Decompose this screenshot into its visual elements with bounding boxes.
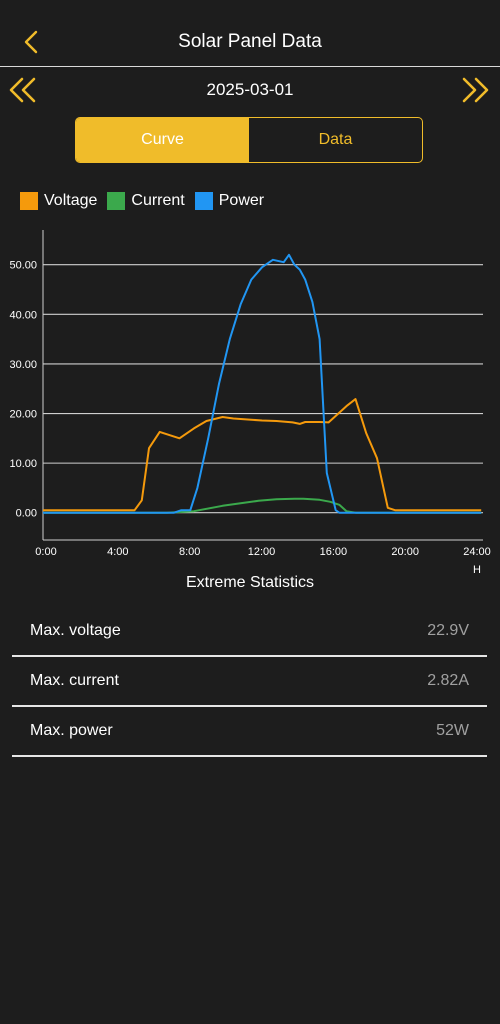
series-line-voltage xyxy=(43,398,482,512)
line-chart: 0.00 10.00 20.00 30.00 40.00 50.00 0:00 4:00 8:0… xyxy=(9,230,491,575)
previous-day-button[interactable] xyxy=(6,74,40,106)
x-tick-label: 12:00 xyxy=(248,546,276,558)
double-chevron-left-icon xyxy=(9,77,36,103)
legend-label: Voltage xyxy=(44,192,98,209)
y-tick-label: 20.00 xyxy=(9,409,37,421)
series-line-power xyxy=(43,253,482,514)
x-tick-label: 24:00 xyxy=(463,546,491,558)
legend-item-current[interactable]: Current xyxy=(107,192,185,210)
y-tick-label: 40.00 xyxy=(9,309,37,321)
power-swatch xyxy=(194,192,213,210)
x-tick-label: 0:00 xyxy=(35,546,56,558)
x-tick-label: 8:00 xyxy=(179,546,200,558)
stat-row-max-current: Max. current 2.82A xyxy=(12,657,487,707)
current-date[interactable]: 2025-03-01 xyxy=(206,80,294,99)
stat-label: Max. power xyxy=(30,722,113,739)
current-swatch xyxy=(107,192,126,210)
tab-curve[interactable]: Curve xyxy=(76,118,249,162)
page-title: Solar Panel Data xyxy=(178,31,322,52)
legend-item-voltage[interactable]: Voltage xyxy=(20,192,97,210)
stats-title: Extreme Statistics xyxy=(185,574,315,591)
series-line-current xyxy=(43,497,482,514)
y-tick-label: 50.00 xyxy=(9,260,37,272)
legend-label: Power xyxy=(218,192,265,209)
legend-item-power[interactable]: Power xyxy=(194,192,265,210)
next-day-button[interactable] xyxy=(458,74,492,106)
stat-row-max-power: Max. power 52W xyxy=(12,707,487,757)
x-tick-label: 4:00 xyxy=(107,546,128,558)
back-button[interactable] xyxy=(14,24,48,60)
y-tick-label: 10.00 xyxy=(9,458,37,470)
x-axis-unit: H xyxy=(473,564,481,575)
stat-value: 2.82A xyxy=(427,672,469,689)
x-tick-label: 20:00 xyxy=(391,546,419,558)
chart-legend: Voltage Current Power xyxy=(20,192,274,210)
tab-data[interactable]: Data xyxy=(318,131,353,148)
voltage-swatch xyxy=(20,192,38,210)
app-header: Solar Panel Data xyxy=(0,0,500,67)
x-tick-label: 16:00 xyxy=(320,546,348,558)
date-navigator: 2025-03-01 xyxy=(0,72,500,108)
stat-row-max-voltage: Max. voltage 22.9V xyxy=(12,607,487,657)
y-tick-label: 30.00 xyxy=(9,359,37,371)
double-chevron-right-icon xyxy=(462,77,489,103)
chevron-left-icon xyxy=(24,30,38,54)
y-tick-label: 0.00 xyxy=(16,508,37,520)
stat-value: 52W xyxy=(436,722,469,739)
view-toggle: Curve Data xyxy=(75,117,423,163)
legend-label: Current xyxy=(131,192,185,209)
stat-value: 22.9V xyxy=(427,622,469,639)
stat-label: Max. voltage xyxy=(30,622,121,639)
stat-label: Max. current xyxy=(30,672,119,689)
